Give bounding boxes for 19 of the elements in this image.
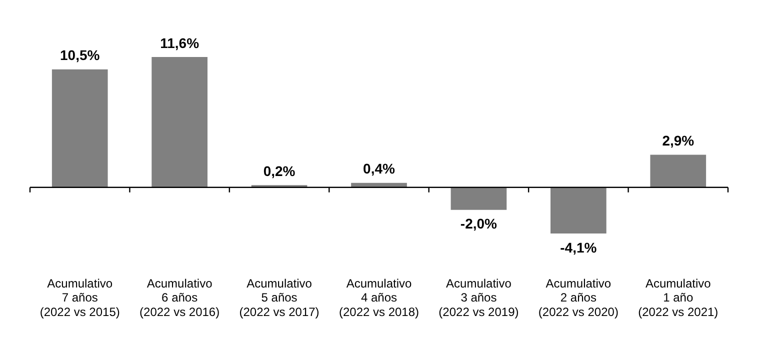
data-label: 0,4%: [363, 160, 396, 177]
data-label: 11,6%: [160, 34, 200, 51]
bar: [152, 56, 208, 188]
x-tick-label: Acumulativo 3 años (2022 vs 2019): [438, 276, 519, 320]
x-tick-label: Acumulativo 1 año (2022 vs 2021): [638, 276, 718, 320]
x-tick-label: Acumulativo 4 años (2022 vs 2018): [338, 276, 420, 320]
x-tick-label: Acumulativo 6 años (2022 vs 2016): [140, 276, 220, 320]
data-label: -2,0%: [460, 216, 498, 232]
x-tick-label: Acumulativo 2 años (2022 vs 2020): [538, 276, 618, 320]
data-label: 2,9%: [662, 132, 695, 149]
data-label: 10,5%: [60, 47, 100, 64]
bar: [550, 187, 606, 234]
data-label: -4,1%: [560, 239, 598, 256]
bar: [650, 154, 706, 188]
x-tick-label: Acumulativo 7 años (2022 vs 2015): [40, 276, 120, 320]
bar: [52, 69, 108, 188]
x-tick-label: Acumulativo 5 años (2022 vs 2017): [239, 276, 320, 320]
data-label: 0,2%: [263, 162, 296, 179]
bar: [450, 187, 507, 210]
